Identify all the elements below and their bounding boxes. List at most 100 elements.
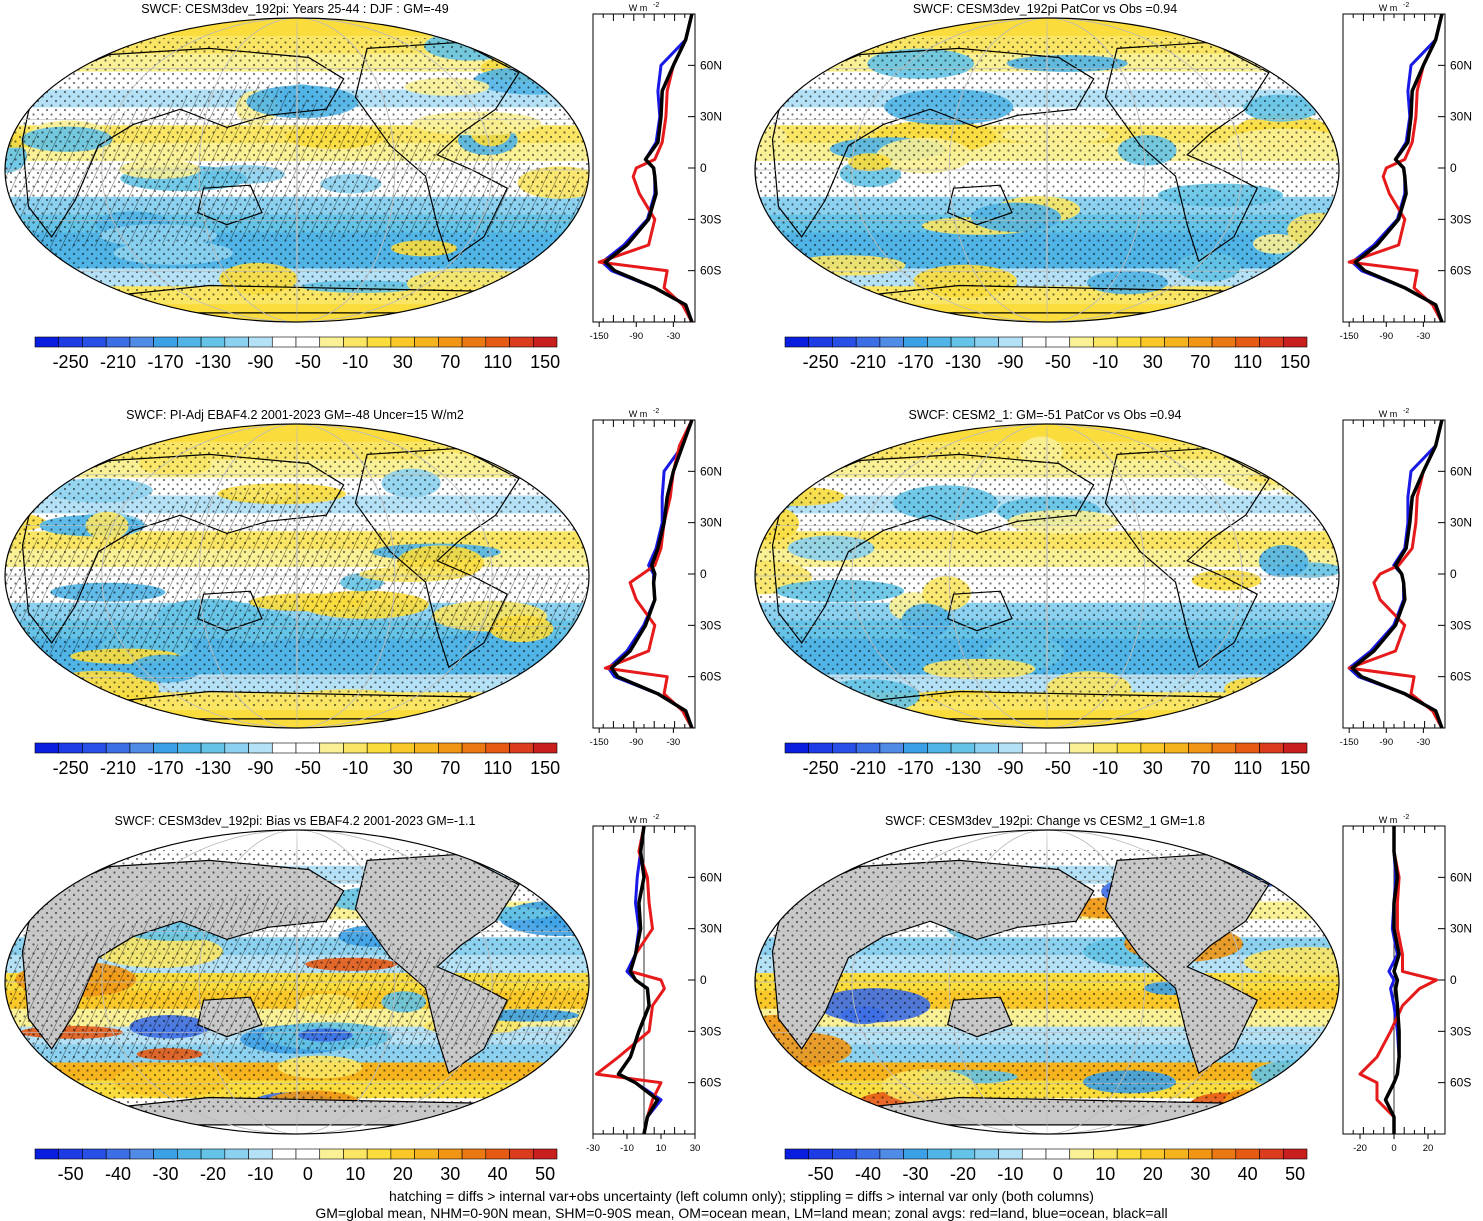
lat-tick-label: 0 bbox=[700, 161, 707, 175]
colorbar-box bbox=[34, 742, 60, 754]
colorbar-box bbox=[224, 336, 249, 348]
field-blob bbox=[5, 38, 51, 58]
lat-tick-label: 30N bbox=[1450, 110, 1472, 124]
map-and-zonal-svg: -250 -210 -170 -130 -90 -50 -10 30 70 110 150 W m -2… bbox=[4, 2, 722, 372]
colorbar-box bbox=[343, 336, 368, 348]
colorbar-box bbox=[177, 1148, 202, 1160]
colorbar-box bbox=[248, 742, 273, 754]
field-blob bbox=[755, 262, 803, 288]
zonal-x-tick-label: -90 bbox=[1379, 737, 1393, 748]
colorbar-box bbox=[927, 1148, 952, 1160]
colorbar-box bbox=[271, 1148, 297, 1160]
colorbar-box bbox=[1211, 1148, 1237, 1160]
colorbar-label: 50 bbox=[535, 1164, 555, 1184]
colorbar-box bbox=[366, 1148, 392, 1160]
field-band bbox=[5, 830, 589, 849]
colorbar-box bbox=[1282, 336, 1308, 348]
colorbar: -50 -40 -30 -20 -10 0 10 20 30 40 50 bbox=[784, 1148, 1308, 1184]
zonal-mean-plot: W m -2 60N 30N 0 30S 60S -150 -90 -30 bbox=[1340, 2, 1472, 342]
colorbar-label: -170 bbox=[897, 352, 933, 372]
lat-tick-label: 0 bbox=[1450, 161, 1457, 175]
colorbar-box bbox=[58, 742, 83, 754]
colorbar-label: -250 bbox=[803, 352, 839, 372]
field-band bbox=[5, 304, 589, 322]
colorbar-label: -10 bbox=[1092, 758, 1118, 778]
colorbar-label: 50 bbox=[1285, 1164, 1305, 1184]
colorbar-box bbox=[1235, 336, 1260, 348]
colorbar-box bbox=[200, 742, 226, 754]
colorbar-label: -50 bbox=[1045, 352, 1071, 372]
lat-tick-label: 60N bbox=[700, 58, 722, 72]
colorbar-box bbox=[1259, 742, 1284, 754]
colorbar-label: -90 bbox=[247, 352, 273, 372]
colorbar-box bbox=[1021, 742, 1047, 754]
colorbar-box bbox=[1045, 742, 1071, 754]
zonal-x-tick-label: 20 bbox=[1423, 1143, 1434, 1154]
map-border bbox=[754, 17, 1340, 323]
colorbar-box bbox=[998, 336, 1023, 348]
map-title: SWCF: CESM3dev_192pi PatCor vs Obs =0.94 bbox=[912, 2, 1178, 16]
zonal-land-line bbox=[597, 13, 694, 323]
colorbar-label: -20 bbox=[200, 1164, 226, 1184]
colorbar-box bbox=[319, 336, 344, 348]
colorbar-box bbox=[879, 336, 904, 348]
colorbar-box bbox=[509, 336, 534, 348]
colorbar-label: -170 bbox=[147, 758, 183, 778]
colorbar-box bbox=[366, 336, 392, 348]
colorbar-box bbox=[950, 742, 976, 754]
colorbar-box bbox=[974, 1148, 999, 1160]
colorbar-label: -130 bbox=[195, 758, 231, 778]
map-border bbox=[754, 423, 1340, 729]
hatching bbox=[5, 80, 589, 250]
map-and-zonal-svg: -50 -40 -30 -20 -10 0 10 20 30 40 50 W m -2 60N 30N 0 30… bbox=[4, 814, 722, 1184]
colorbar-box bbox=[414, 1148, 439, 1160]
colorbar-box bbox=[855, 742, 881, 754]
colorbar-box bbox=[784, 742, 810, 754]
colorbar-box bbox=[509, 742, 534, 754]
lat-tick-label: 60S bbox=[700, 264, 721, 278]
colorbar-label: 20 bbox=[1143, 1164, 1163, 1184]
colorbar: -250 -210 -170 -130 -90 -50 -10 30 70 110 150 bbox=[784, 336, 1310, 372]
colorbar-label: -210 bbox=[850, 352, 886, 372]
colorbar-box bbox=[248, 1148, 273, 1160]
chart-panel-5: SWCF: CESM3dev_192pi: Bias vs EBAF4.2 20… bbox=[0, 812, 722, 1207]
colorbar-box bbox=[808, 336, 833, 348]
colorbar-box bbox=[295, 1148, 321, 1160]
lat-tick-label: 60N bbox=[1450, 58, 1472, 72]
colorbar-label: -30 bbox=[902, 1164, 928, 1184]
lat-tick-label: 60S bbox=[1450, 670, 1471, 684]
map-title: SWCF: CESM2_1: GM=-51 PatCor vs Obs =0.9… bbox=[908, 408, 1182, 422]
colorbar-box bbox=[1235, 742, 1260, 754]
map-field bbox=[755, 424, 1339, 728]
lat-tick-label: 60N bbox=[1450, 464, 1472, 478]
lat-tick-label: 60S bbox=[1450, 264, 1471, 278]
colorbar-box bbox=[832, 336, 857, 348]
colorbar-label: -10 bbox=[997, 1164, 1023, 1184]
zonal-x-tick-label: -30 bbox=[666, 331, 680, 342]
colorbar-box bbox=[438, 336, 463, 348]
zonal-x-tick-label: -150 bbox=[590, 331, 609, 342]
lat-tick-label: 30S bbox=[1450, 212, 1471, 226]
colorbar-label: 40 bbox=[488, 1164, 508, 1184]
lat-tick-label: 30N bbox=[700, 922, 722, 936]
field-blob bbox=[755, 855, 780, 880]
colorbar-label: 110 bbox=[1233, 352, 1262, 372]
colorbar-label: -90 bbox=[247, 758, 273, 778]
colorbar-box bbox=[129, 742, 154, 754]
map-title: SWCF: CESM3dev_192pi: Change vs CESM2_1 … bbox=[885, 814, 1205, 828]
colorbar-box bbox=[784, 336, 810, 348]
colorbar-box bbox=[224, 1148, 249, 1160]
colorbar-box bbox=[1164, 742, 1189, 754]
map-title: SWCF: CESM3dev_192pi: Years 25-44 : DJF … bbox=[141, 2, 449, 16]
map-border bbox=[4, 17, 590, 323]
colorbar-box bbox=[390, 742, 415, 754]
colorbar-box bbox=[177, 742, 202, 754]
field-blob bbox=[1251, 1090, 1327, 1106]
colorbar-box bbox=[461, 1148, 487, 1160]
colorbar-box bbox=[1045, 1148, 1071, 1160]
colorbar-box bbox=[200, 1148, 226, 1160]
footer-line-1: hatching = diffs > internal var+obs unce… bbox=[389, 1188, 1094, 1204]
colorbar-label: 0 bbox=[303, 1164, 313, 1184]
colorbar-box bbox=[903, 336, 928, 348]
colorbar-label: 150 bbox=[1280, 758, 1310, 778]
